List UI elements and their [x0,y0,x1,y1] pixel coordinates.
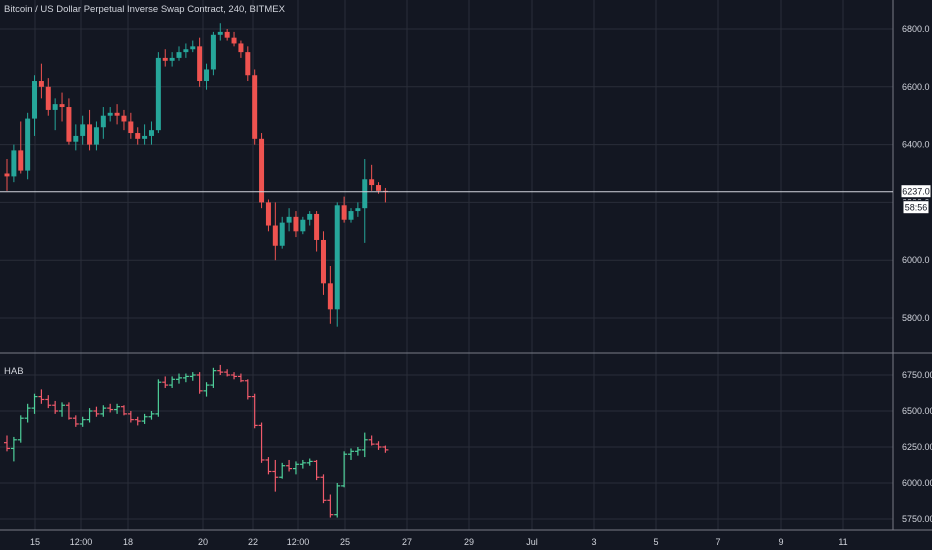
candle-body [190,46,196,50]
candle-body [320,239,326,284]
y-tick-label: 6500.0000 [902,406,932,416]
y-tick-label: 6750.0000 [902,370,932,380]
candle-body [52,104,58,110]
y-tick-label: 5800.0 [902,313,930,323]
candle-body [245,52,251,76]
candle-body [148,130,154,136]
candle-body [114,112,120,116]
candle-body [362,179,368,209]
x-tick-label: 5 [653,537,658,547]
candle-body [238,43,244,53]
x-tick-label: 27 [402,537,412,547]
candle-body [73,135,79,142]
candle-body [279,222,285,246]
candle-body [314,213,320,240]
x-tick-label: Jul [526,537,538,547]
crosshair-sub-box [902,200,930,215]
candle-body [25,118,31,171]
x-tick-label: 9 [778,537,783,547]
candle-body [307,213,313,220]
x-tick-label: 29 [464,537,474,547]
candle-body [376,185,382,191]
indicator-title: HAB [4,366,24,377]
candle-body [80,124,86,136]
candle-body [128,121,134,134]
candle-body [142,135,148,139]
candle-body [183,49,189,53]
x-tick-label: 20 [198,537,208,547]
candle-body [286,216,292,223]
candle-body [341,205,347,220]
candle-body [93,127,99,145]
y-tick-label: 6600.0 [902,82,930,92]
candle-body [4,173,10,177]
candle-body [155,57,161,131]
candle-body [348,211,354,220]
candle-body [11,150,17,177]
candle-body [32,81,38,119]
y-tick-label: 6000.0 [902,255,930,265]
candle-body [272,225,278,246]
y-tick-label: 6250.0000 [902,442,932,452]
candle-body [217,31,223,35]
candle-body [107,112,113,116]
candle-body [224,31,230,38]
crosshair-price-label: 6237.0 [902,187,930,197]
candle-body [259,138,265,203]
y-tick-label: 6000.0000 [902,478,932,488]
candle-body [121,115,127,122]
candle-body [100,115,106,128]
candle-body [265,202,271,226]
y-tick-label: 5750.0000 [902,514,932,524]
x-tick-label: 25 [340,537,350,547]
crosshair-price-box [900,184,932,199]
candle-body [169,57,175,61]
candle-body [59,104,65,108]
candle-body [300,219,306,232]
x-tick-label: 7 [715,537,720,547]
candle-body [162,57,168,61]
x-tick-label: 11 [838,537,847,547]
candle-body [252,75,258,139]
candle-body [45,86,51,110]
y-tick-label: 6800.0 [902,24,930,34]
x-tick-label: 3 [591,537,596,547]
candle-body [176,52,182,58]
crosshair-sub-label: 58:56 [905,203,928,213]
x-tick-label: 12:00 [70,537,93,547]
chart-title: Bitcoin / US Dollar Perpetual Inverse Sw… [4,4,285,15]
candle-body [66,107,72,142]
candle-body [369,179,375,186]
candle-body [197,46,203,82]
candle-body [204,69,210,82]
candle-body [334,205,340,310]
x-tick-label: 12:00 [287,537,310,547]
candle-body [293,216,299,232]
candle-body [231,37,237,44]
candle-body [355,208,361,212]
y-tick-label: 6400.0 [902,140,930,150]
candle-body [135,133,141,139]
x-tick-label: 22 [248,537,258,547]
candle-body [87,124,93,145]
candle-body [38,81,44,87]
candle-body [210,34,216,70]
x-tick-label: 18 [123,537,133,547]
candle-body [327,283,333,310]
candle-body [18,150,24,171]
x-tick-label: 15 [30,537,40,547]
